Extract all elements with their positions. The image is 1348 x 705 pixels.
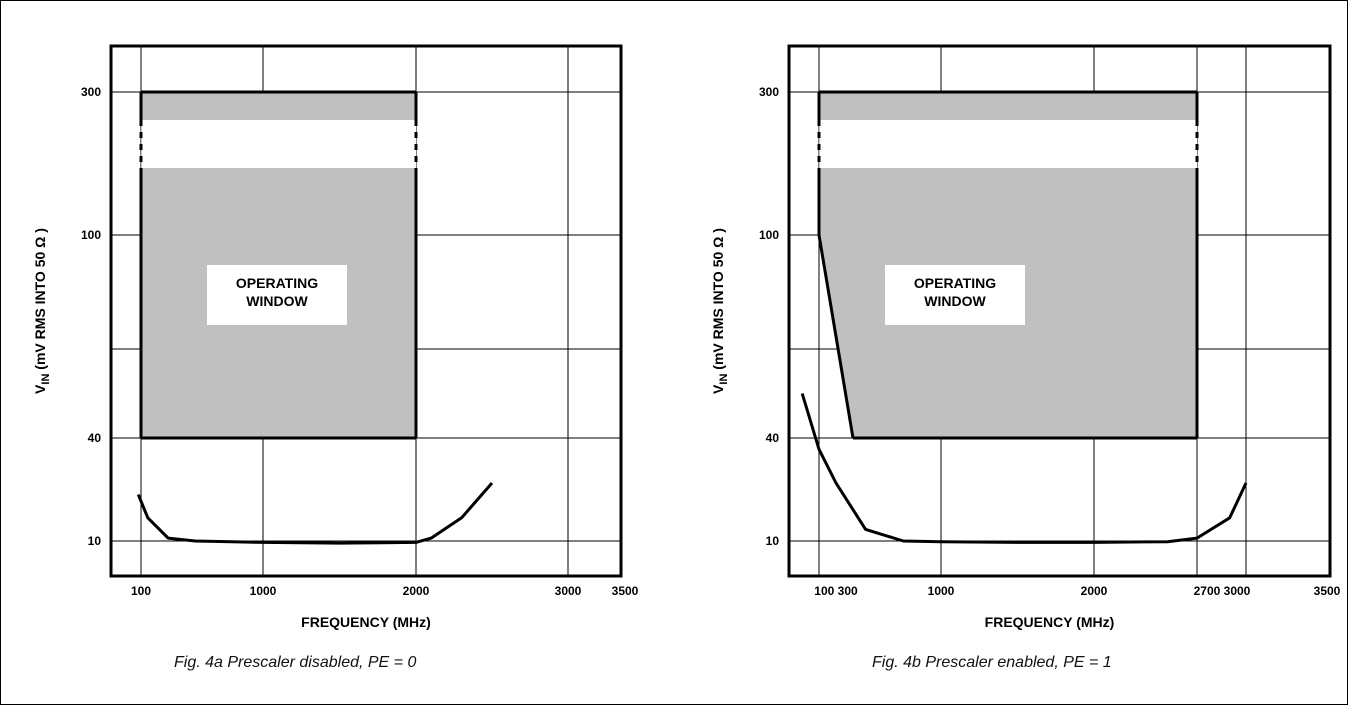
operating-window-label: WINDOW	[246, 293, 308, 309]
y-tick-label: 100	[759, 228, 779, 242]
operating-window-label: OPERATING	[236, 275, 318, 291]
sensitivity-curve	[800, 393, 1248, 544]
y-tick-label: 10	[88, 534, 102, 548]
x-tick-label: 2700 3000	[1194, 584, 1251, 598]
plot-border	[787, 44, 1332, 578]
operating-window-label-box	[885, 265, 1025, 325]
x-tick-label: 3500	[1314, 584, 1341, 598]
operating-window-label-box	[207, 265, 347, 325]
y-tick-label: 40	[88, 431, 102, 445]
operating-window-gap	[142, 120, 416, 168]
y-tick-label: 300	[81, 85, 101, 99]
x-tick-label: 3000	[555, 584, 582, 598]
x-tick-label: 100	[131, 584, 151, 598]
operating-window-gap	[820, 120, 1197, 168]
operating-window-label: WINDOW	[924, 293, 986, 309]
plot-border	[109, 44, 623, 578]
operating-window-slope-edge	[817, 234, 855, 439]
y-tick-label: 300	[759, 85, 779, 99]
x-axis-label: FREQUENCY (MHz)	[985, 614, 1115, 630]
x-tick-label: 1000	[928, 584, 955, 598]
x-tick-label: 2000	[1081, 584, 1108, 598]
x-tick-label: 100 300	[814, 584, 858, 598]
x-tick-label: 1000	[250, 584, 277, 598]
caption-fig-4b: Fig. 4b Prescaler enabled, PE = 1	[872, 654, 1112, 671]
operating-window-label: OPERATING	[914, 275, 996, 291]
x-axis-label: FREQUENCY (MHz)	[301, 614, 431, 630]
y-tick-label: 40	[766, 431, 780, 445]
y-axis-label: VIN (mV RMS INTO 50 Ω )	[32, 228, 52, 394]
y-axis-label: VIN (mV RMS INTO 50 Ω )	[710, 228, 730, 394]
sensitivity-curve	[136, 482, 494, 545]
y-tick-label: 100	[81, 228, 101, 242]
y-tick-label: 10	[766, 534, 780, 548]
caption-fig-4a: Fig. 4a Prescaler disabled, PE = 0	[174, 654, 417, 671]
x-tick-label: 3500	[612, 584, 639, 598]
x-tick-label: 2000	[403, 584, 430, 598]
